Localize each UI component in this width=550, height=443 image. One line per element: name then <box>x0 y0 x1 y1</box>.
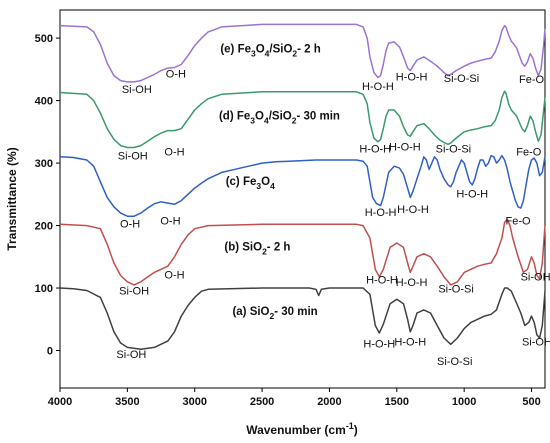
series-label-a: (a) SiO2- 30 min <box>232 306 317 321</box>
peak-label: H-O-H <box>363 338 395 350</box>
series-lines <box>59 23 546 351</box>
peak-label: Si-O-Si <box>444 73 479 85</box>
x-tick-label: 2500 <box>250 396 274 408</box>
series-label-part: 2 <box>262 247 267 257</box>
y-tick-label: 200 <box>35 221 53 233</box>
series-label-part: (a) SiO <box>232 306 269 318</box>
y-axis-title-group: Transmittance (%) <box>5 147 19 250</box>
series-label-part: - 30 min <box>296 110 339 122</box>
series-label-c: (c) Fe3O4 <box>226 176 275 191</box>
peak-label: Fe-O <box>519 74 545 86</box>
series-label-part: 3 <box>250 115 255 125</box>
x-tick-label: 500 <box>522 396 540 408</box>
series-label-part: 4 <box>265 48 270 58</box>
peak-label: H-O-H <box>396 72 428 84</box>
series-label-part: 2 <box>270 311 275 321</box>
series-label-part: 2 <box>292 48 297 58</box>
y-tick-label: 500 <box>35 33 53 45</box>
series-label-part: 4 <box>270 181 275 191</box>
series-label-part: (e) Fe <box>220 43 251 55</box>
series-label-part: O <box>256 43 265 55</box>
series-label-b: (b) SiO2- 2 h <box>224 242 290 257</box>
plot-frame <box>59 9 546 389</box>
peak-label: Si-OH <box>119 285 149 297</box>
series-label-part: (b) SiO <box>224 242 262 254</box>
series-label-part: - 2 h <box>267 242 291 254</box>
x-tick-label: 3500 <box>115 396 139 408</box>
peak-label: H-O-H <box>365 207 397 219</box>
series-label-e: (e) Fe3O4/SiO2- 2 h <box>220 43 320 58</box>
peak-label: Si-O-Si <box>436 143 471 155</box>
peak-label: Si-O-Si <box>438 283 473 295</box>
peak-label: H-O-H <box>394 337 426 349</box>
y-tick-label: 100 <box>35 283 53 295</box>
series-labels: (a) SiO2- 30 min(b) SiO2- 2 h(c) Fe3O4(d… <box>219 43 340 320</box>
x-tick-label: 1500 <box>385 396 409 408</box>
peak-label: H-O-H <box>456 188 488 200</box>
series-label-part: O <box>261 176 270 188</box>
x-tick-label: 4000 <box>48 396 72 408</box>
peak-label: Fe-O <box>506 215 532 227</box>
peak-label: H-O-H <box>362 81 394 93</box>
series-label-part: /SiO <box>269 43 292 55</box>
peak-label: Fe-O <box>516 147 542 159</box>
peak-label: H-O-H <box>389 142 421 154</box>
series-label-part: (c) Fe <box>226 176 257 188</box>
peak-label: H-O-H <box>396 277 428 289</box>
x-axis-title-superscript: -1 <box>346 421 354 431</box>
series-line-e <box>59 23 546 83</box>
peak-label: O-H <box>164 270 184 282</box>
peak-label: O-H <box>164 147 184 159</box>
x-axis-title-end: ) <box>354 423 358 437</box>
axis-ticks: 4000 3500 3000 2500 2000 1500 1000 500010020030… <box>35 33 541 408</box>
peak-label: H-O-H <box>397 204 429 216</box>
x-tick-label: 1000 <box>452 396 476 408</box>
series-label-part: (d) Fe <box>219 110 250 122</box>
x-tick-label: 3000 <box>182 396 206 408</box>
x-tick-label: 2000 <box>317 396 341 408</box>
x-axis-title: Wavenumber (cm-1) <box>246 421 358 437</box>
series-label-part: - 30 min <box>274 306 317 318</box>
peak-label: Si-OH <box>118 150 148 162</box>
peak-label: Si-OH <box>521 272 550 284</box>
peak-label: Si-OH <box>122 84 152 96</box>
peak-label: O-H <box>166 68 186 80</box>
series-line-c <box>59 154 546 217</box>
series-label-part: 4 <box>264 115 269 125</box>
y-tick-label: 300 <box>35 158 53 170</box>
peak-label: H-O-H <box>366 275 398 287</box>
peak-label: H-O-H <box>359 143 391 155</box>
series-line-a <box>59 287 546 351</box>
series-label-part: O <box>255 110 264 122</box>
series-line-b <box>59 218 546 286</box>
series-label-d: (d) Fe3O4/SiO2- 30 min <box>219 110 340 125</box>
peak-label: O-H <box>160 215 180 227</box>
y-axis-title: Transmittance (%) <box>5 147 19 250</box>
peak-label: Si-O-Si <box>437 356 472 368</box>
peak-label: O-H <box>120 218 140 230</box>
series-label-part: 3 <box>256 181 261 191</box>
y-tick-label: 400 <box>35 96 53 108</box>
peak-label: Si-OH <box>116 349 146 361</box>
series-line-d <box>59 90 546 149</box>
y-tick-label: 0 <box>47 346 53 358</box>
series-label-part: 2 <box>292 115 297 125</box>
series-label-part: 3 <box>251 48 256 58</box>
series-label-part: - 2 h <box>297 43 321 55</box>
peak-label: Si-OH <box>522 337 550 349</box>
series-label-part: /SiO <box>269 110 292 122</box>
